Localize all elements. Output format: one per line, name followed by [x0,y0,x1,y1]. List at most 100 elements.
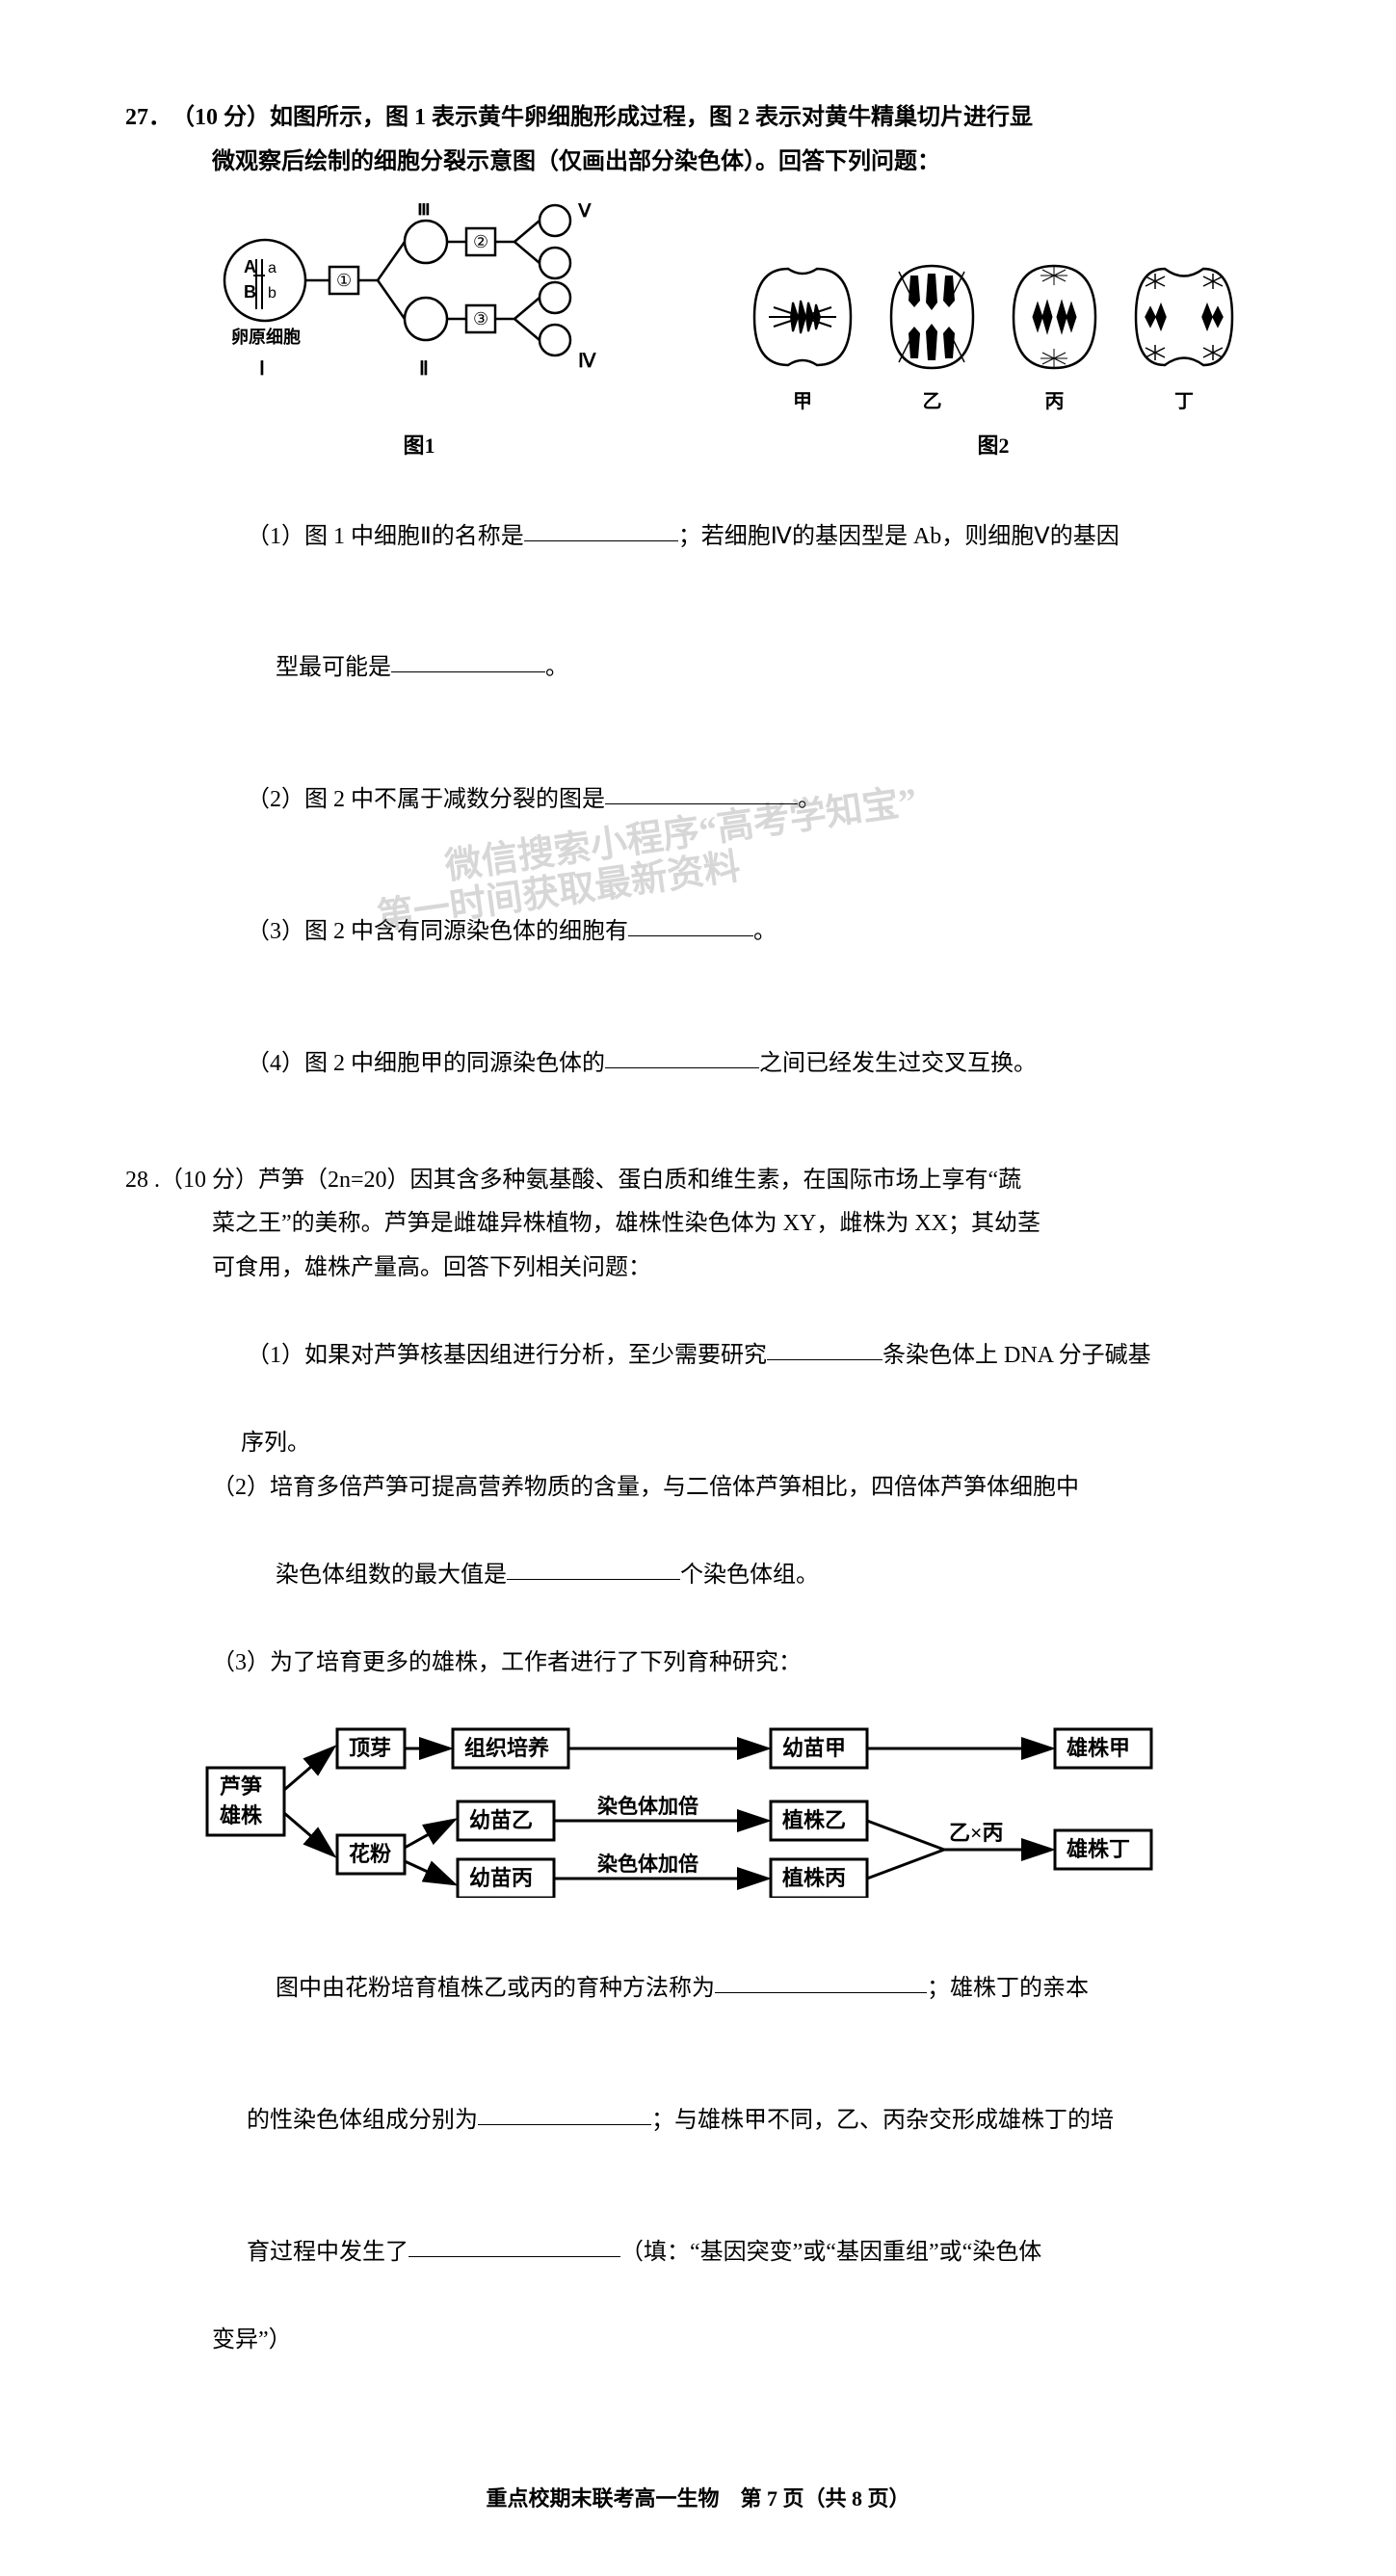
q27-sub4-end: 之间已经发生过交叉互换。 [759,1051,1037,1076]
q27-sub1-pre: （1）图 1 中细胞Ⅱ的名称是 [247,524,524,549]
figure-1-svg: A a B b 卵原细胞 Ⅰ ① [212,203,626,420]
q27-sub2: （2）图 2 中不属于减数分裂的图是 。 [125,735,1271,867]
label-ding: 丁 [1174,383,1194,420]
q28-final3: 育过程中发生了 （填：“基因突变”或“基因重组”或“染色体 [125,2187,1271,2319]
fig2-cell-ding: 丁 [1126,254,1242,420]
q27-sub3: （3）图 2 中含有同源染色体的细胞有 。 [125,866,1271,998]
q27-sub3-pre: （3）图 2 中含有同源染色体的细胞有 [247,919,628,944]
svg-text:雄株丁: 雄株丁 [1066,1837,1130,1861]
q27-sub3-end: 。 [753,919,777,944]
q28-intro3: 可食用，雄株产量高。回答下列相关问题： [125,1247,1271,1291]
question-27: 27． （10 分） 如图所示，图 1 表示黄牛卵细胞形成过程，图 2 表示对黄… [125,96,1271,1130]
q28-f1-pre: 图中由花粉培育植株乙或丙的育种方法称为 [276,1976,715,2001]
q27-points: （10 分） [171,96,270,141]
flowchart: 芦笋 雄株 顶芽 组织培养 幼苗甲 雄株甲 花粉 [125,1686,1271,1924]
svg-text:卵原细胞: 卵原细胞 [231,327,301,347]
q28-sub3: （3）为了培育更多的雄株，工作者进行了下列育种研究： [125,1642,1271,1686]
svg-text:花粉: 花粉 [349,1842,391,1866]
q27-intro1: 如图所示，图 1 表示黄牛卵细胞形成过程，图 2 表示对黄牛精巢切片进行显 [270,96,1033,141]
blank[interactable] [715,1970,927,1993]
svg-text:Ⅲ: Ⅲ [417,203,431,220]
svg-text:b: b [268,285,277,302]
svg-text:③: ③ [473,309,488,329]
question-28: 28 . （10 分） 芦笋（2n=20）因其含多种氨基酸、蛋白质和维生素，在国… [125,1159,1271,2363]
label-yi: 乙 [923,383,942,420]
blank[interactable] [628,913,753,936]
svg-text:植株乙: 植株乙 [782,1808,846,1832]
q27-sub1-end: 。 [545,655,568,680]
fig2-cells: 甲 [745,254,1242,420]
svg-text:幼苗乙: 幼苗乙 [469,1808,533,1832]
label-jia: 甲 [793,383,812,420]
svg-text:幼苗甲: 幼苗甲 [782,1736,846,1760]
fig2-cell-yi: 乙 [882,254,983,420]
q27-sub4-pre: （4）图 2 中细胞甲的同源染色体的 [247,1051,605,1076]
q28-sub2-l2: 染色体组数的最大值是 个染色体组。 [125,1511,1271,1643]
blank[interactable] [478,2102,651,2125]
svg-text:Ⅱ: Ⅱ [419,358,429,380]
svg-text:染色体加倍: 染色体加倍 [596,1853,698,1876]
blank[interactable] [408,2234,620,2257]
svg-text:①: ① [336,271,352,290]
q27-sub1-line2: 型最可能是 。 [125,603,1271,735]
q27-sub1: （1）图 1 中细胞Ⅱ的名称是 ；若细胞Ⅳ的基因型是 Ab，则细胞Ⅴ的基因 [125,471,1271,603]
svg-text:雄株甲: 雄株甲 [1066,1736,1130,1760]
svg-text:A: A [244,257,256,276]
q28-sub1-mid: 条染色体上 DNA 分子碱基 [882,1343,1151,1368]
figure-2: 甲 [745,254,1242,466]
fig2-cell-jia: 甲 [745,254,860,420]
svg-text:B: B [244,282,256,302]
blank[interactable] [507,1557,680,1580]
blank[interactable] [605,1045,759,1068]
q28-sub2: （2）培育多倍芦笋可提高营养物质的含量，与二倍体芦笋相比，四倍体芦笋体细胞中 [125,1466,1271,1511]
blank[interactable] [391,649,545,672]
q27-intro2: 微观察后绘制的细胞分裂示意图（仅画出部分染色体）。回答下列问题： [125,141,1271,185]
blank[interactable] [524,518,678,541]
q27-sub1-l2pre: 型最可能是 [276,655,391,680]
q27-number: 27． [125,96,171,141]
figure-1: A a B b 卵原细胞 Ⅰ ① [212,203,626,466]
q28-sub2-l2pre: 染色体组数的最大值是 [276,1563,507,1588]
q27-sub2-end: 。 [798,787,821,812]
svg-text:芦笋: 芦笋 [220,1774,262,1799]
page-footer: 重点校期末联考高一生物 第 7 页（共 8 页） [125,2479,1271,2519]
q28-f3-end: （填：“基因突变”或“基因重组”或“染色体 [620,2240,1041,2265]
q28-number: 28 . [125,1159,160,1203]
svg-text:乙×丙: 乙×丙 [949,1821,1004,1845]
svg-text:顶芽: 顶芽 [349,1736,391,1760]
q27-header: 27． （10 分） 如图所示，图 1 表示黄牛卵细胞形成过程，图 2 表示对黄… [125,96,1271,141]
flowchart-svg: 芦笋 雄株 顶芽 组织培养 幼苗甲 雄株甲 花粉 [202,1705,1224,1898]
svg-text:Ⅴ: Ⅴ [577,203,593,222]
svg-text:②: ② [473,232,488,251]
svg-text:Ⅰ: Ⅰ [259,358,265,380]
fig2-cell-bing: 丙 [1004,254,1105,420]
svg-text:幼苗丙: 幼苗丙 [469,1866,533,1890]
q28-f3-pre: 育过程中发生了 [247,2240,408,2265]
svg-text:染色体加倍: 染色体加倍 [596,1795,698,1818]
q28-sub1-pre: （1）如果对芦笋核基因组进行分析，至少需要研究 [247,1343,767,1368]
label-bing: 丙 [1045,383,1065,420]
q28-intro2: 菜之王”的美称。芦笋是雌雄异株植物，雄株性染色体为 XY，雌株为 XX；其幼茎 [125,1202,1271,1247]
fig1-caption: 图1 [403,426,435,466]
svg-text:雄株: 雄株 [219,1803,263,1827]
q27-sub4: （4）图 2 中细胞甲的同源染色体的 之间已经发生过交叉互换。 [125,998,1271,1130]
q28-final2: 的性染色体组成分别为 ；与雄株甲不同，乙、丙杂交形成雄株丁的培 [125,2055,1271,2187]
fig2-caption: 图2 [977,426,1009,466]
blank[interactable] [605,781,798,804]
svg-text:a: a [268,260,277,276]
q27-sub1-mid: ；若细胞Ⅳ的基因型是 Ab，则细胞Ⅴ的基因 [678,524,1119,549]
q27-sub2-pre: （2）图 2 中不属于减数分裂的图是 [247,787,605,812]
q28-sub1: （1）如果对芦笋核基因组进行分析，至少需要研究 条染色体上 DNA 分子碱基 [125,1291,1271,1423]
q28-f2-end: ；与雄株甲不同，乙、丙杂交形成雄株丁的培 [651,2108,1114,2133]
q28-sub2-l2end: 个染色体组。 [680,1563,819,1588]
q27-figures: A a B b 卵原细胞 Ⅰ ① [125,184,1271,466]
q28-f2-pre: 的性染色体组成分别为 [247,2108,478,2133]
svg-text:植株丙: 植株丙 [782,1866,846,1890]
q28-final1: 图中由花粉培育植株乙或丙的育种方法称为；雄株丁的亲本 [125,1924,1271,2056]
blank[interactable] [767,1337,882,1360]
q28-final4: 变异”） [125,2319,1271,2363]
q28-sub1-l2: 序列。 [125,1422,1271,1466]
q28-header: 28 . （10 分） 芦笋（2n=20）因其含多种氨基酸、蛋白质和维生素，在国… [125,1159,1271,1203]
page-container: 微信搜索小程序“高考学知宝” 第一时间获取最新资料 27． （10 分） 如图所… [125,96,1271,2518]
svg-text:组织培养: 组织培养 [464,1736,549,1760]
